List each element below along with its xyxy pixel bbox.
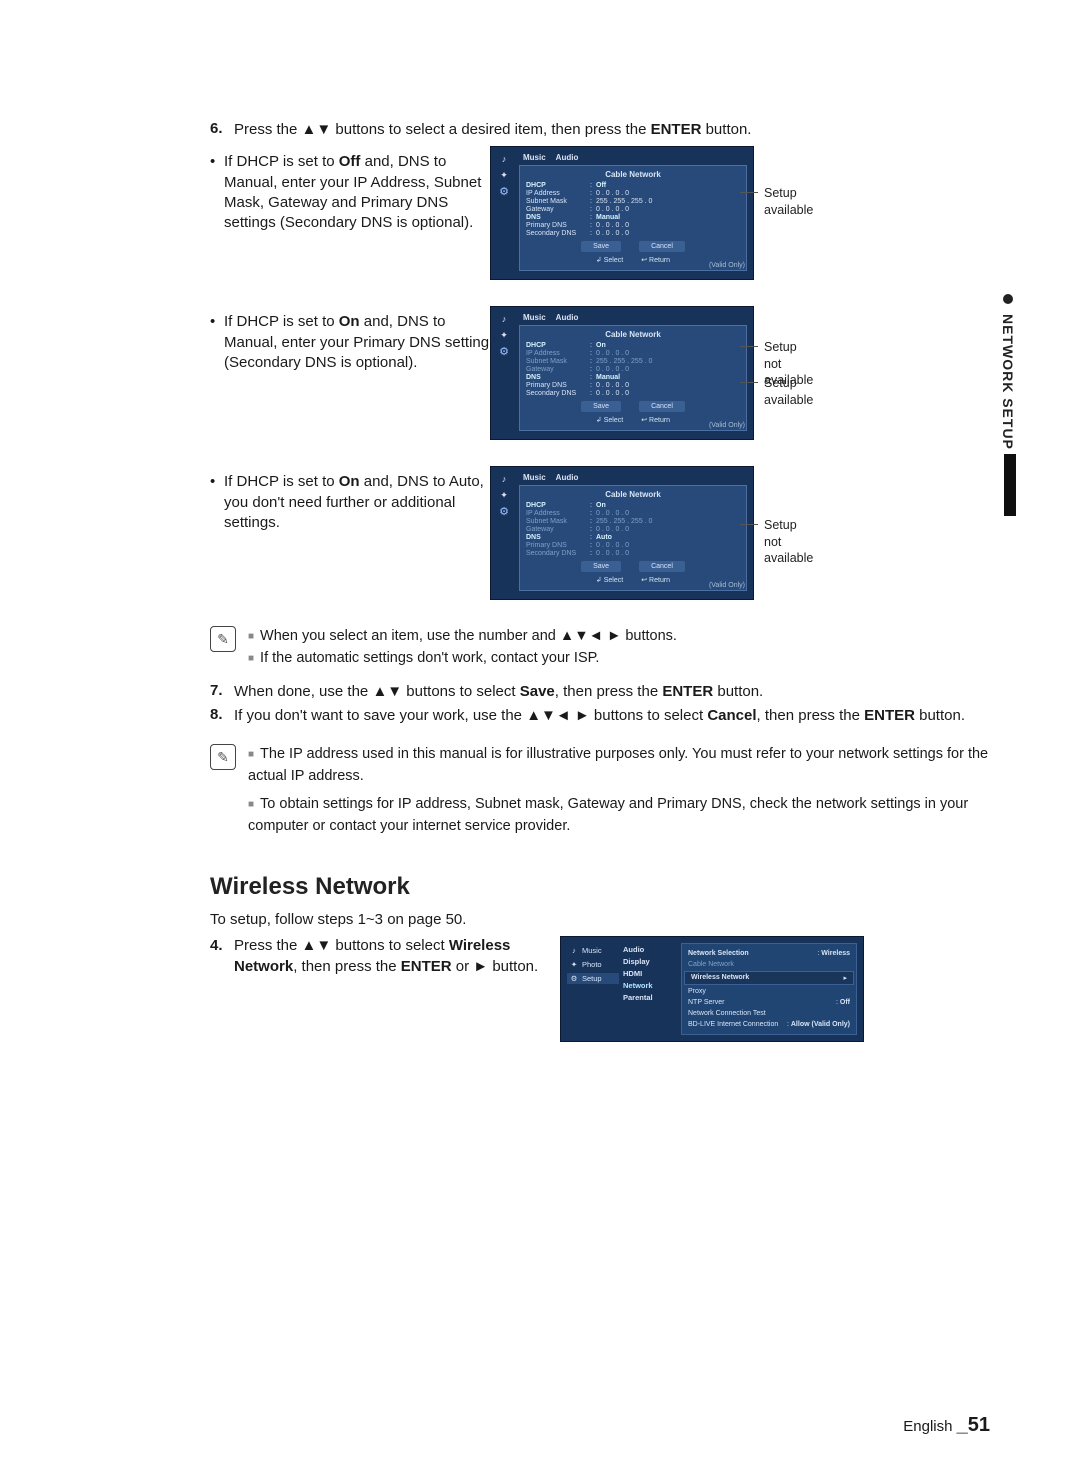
page-footer: English _51 [903, 1414, 990, 1437]
annot-setup-available-1: Setup available [758, 185, 813, 218]
note-icon: ✎ [210, 626, 236, 652]
annot-setup-not-available-3: Setup not available [758, 517, 813, 566]
screenshot-dhcp-on-manual: ♪ ✦ ⚙ MusicAudio Cable Network DHCP:OnIP… [490, 306, 754, 440]
music-icon: ♪ [497, 153, 511, 165]
note-block-2: ✎ ■The IP address used in this manual is… [210, 744, 1000, 837]
side-tab-label: NETWORK SETUP [1000, 314, 1016, 450]
gear-icon: ⚙ [497, 345, 511, 357]
step-6-num: 6. [210, 120, 234, 140]
screenshot-dhcp-off: ♪ ✦ ⚙ MusicAudio Cable Network DHCP:OffI… [490, 146, 754, 280]
step-6: 6. Press the ▲▼ buttons to select a desi… [210, 120, 1000, 140]
screenshot-dhcp-on-auto: ♪ ✦ ⚙ MusicAudio Cable Network DHCP:OnIP… [490, 466, 754, 600]
photo-icon: ✦ [497, 489, 511, 501]
side-black-strip [1004, 454, 1016, 516]
annot-setup-available-2: Setup available [758, 375, 813, 408]
side-tab-dot [1003, 294, 1013, 304]
gear-icon: ⚙ [497, 505, 511, 517]
gear-icon: ⚙ [497, 185, 511, 197]
note-block-1: ✎ ■When you select an item, use the numb… [210, 626, 1000, 670]
photo-icon: ✦ [497, 329, 511, 341]
note-icon: ✎ [210, 744, 236, 770]
wireless-intro: To setup, follow steps 1~3 on page 50. [210, 911, 1000, 928]
side-tab: NETWORK SETUP [1000, 294, 1016, 450]
music-icon: ♪ [497, 473, 511, 485]
wireless-heading: Wireless Network [210, 873, 1000, 901]
photo-icon: ✦ [497, 169, 511, 181]
music-icon: ♪ [497, 313, 511, 325]
screenshot-wireless-menu: ♪Music ✦Photo ⚙Setup Audio Display HDMI … [560, 936, 864, 1042]
